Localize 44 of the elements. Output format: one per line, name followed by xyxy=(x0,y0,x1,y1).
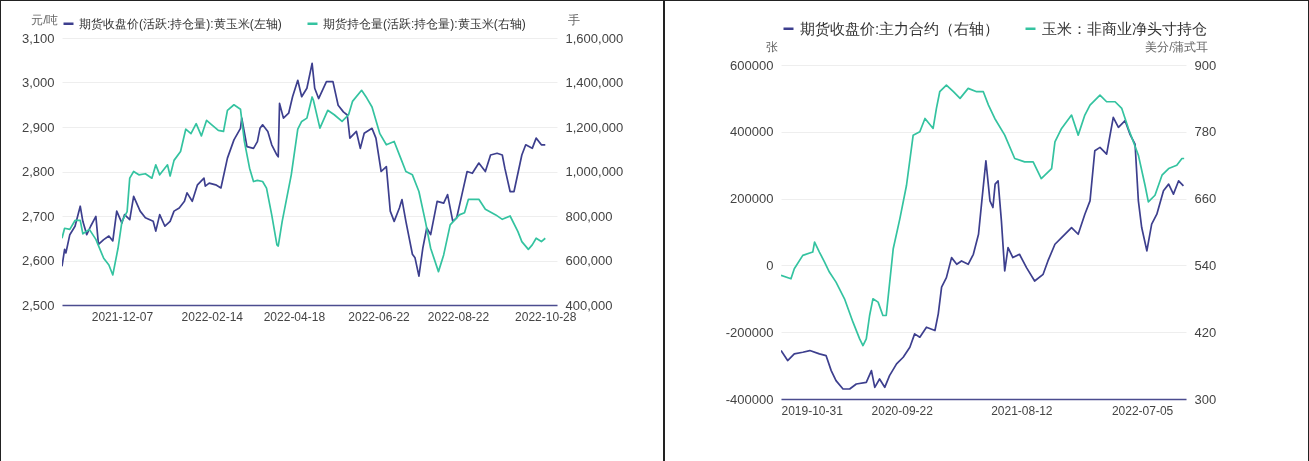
y-tick-label: 2,800 xyxy=(21,164,55,179)
legend-label: 期货持仓量(活跃:持仓量):黄玉米(右轴) xyxy=(323,16,526,31)
x-tick-label: 2022-02-14 xyxy=(181,309,244,324)
y-tick-label: 0 xyxy=(766,257,774,273)
x-tick-label: 2019-10-31 xyxy=(781,403,844,418)
y2-tick-label: 600,000 xyxy=(565,253,613,268)
x-tick-label: 2020-09-22 xyxy=(871,403,934,418)
y-tick-label: -200000 xyxy=(725,324,774,340)
line-series xyxy=(781,84,1185,347)
line-series xyxy=(781,116,1185,390)
y2-axis-title: 美分/蒲式耳 xyxy=(1145,39,1209,54)
y2-tick-label: 540 xyxy=(1194,257,1217,273)
x-tick-label: 2021-12-07 xyxy=(91,309,154,324)
legend-label: 期货收盘价:主力合约（右轴） xyxy=(800,19,1000,37)
legend-label: 玉米：非商业净头寸持仓 xyxy=(1042,19,1207,37)
y2-tick-label: 780 xyxy=(1194,124,1217,140)
y2-axis-title: 手 xyxy=(567,12,580,27)
y2-tick-label: 900 xyxy=(1194,57,1217,73)
x-tick-label: 2022-04-18 xyxy=(263,309,326,324)
y-tick-label: 3,000 xyxy=(21,75,55,90)
y2-tick-label: 1,200,000 xyxy=(565,119,624,135)
y-tick-label: 600000 xyxy=(730,57,774,73)
y2-tick-label: 1,400,000 xyxy=(565,75,624,90)
legend-label: 期货收盘价(活跃:持仓量):黄玉米(左轴) xyxy=(79,16,282,31)
y-tick-label: 200000 xyxy=(730,191,774,207)
y-tick-label: 2,700 xyxy=(21,208,55,224)
x-tick-label: 2022-07-05 xyxy=(1111,403,1174,418)
y-tick-label: 2,900 xyxy=(21,119,55,135)
x-tick-label: 2021-08-12 xyxy=(991,403,1053,418)
y-tick-label: 2,600 xyxy=(21,253,55,268)
y-axis-title: 元/吨 xyxy=(31,12,59,27)
y2-tick-label: 420 xyxy=(1194,324,1217,340)
y2-tick-label: 300 xyxy=(1194,391,1217,407)
x-tick-label: 2022-06-22 xyxy=(348,309,411,324)
y2-tick-label: 800,000 xyxy=(565,208,613,224)
y2-tick-label: 660 xyxy=(1194,191,1217,207)
y-axis-title: 张 xyxy=(765,39,778,54)
y-tick-label: -400000 xyxy=(725,391,774,407)
x-tick-label: 2022-08-22 xyxy=(427,309,490,324)
y2-tick-label: 1,600,000 xyxy=(565,30,624,46)
y2-tick-label: 1,000,000 xyxy=(565,164,624,179)
y-tick-label: 2,500 xyxy=(21,297,55,313)
y-tick-label: 400000 xyxy=(730,124,774,140)
y-tick-label: 3,100 xyxy=(21,30,55,46)
